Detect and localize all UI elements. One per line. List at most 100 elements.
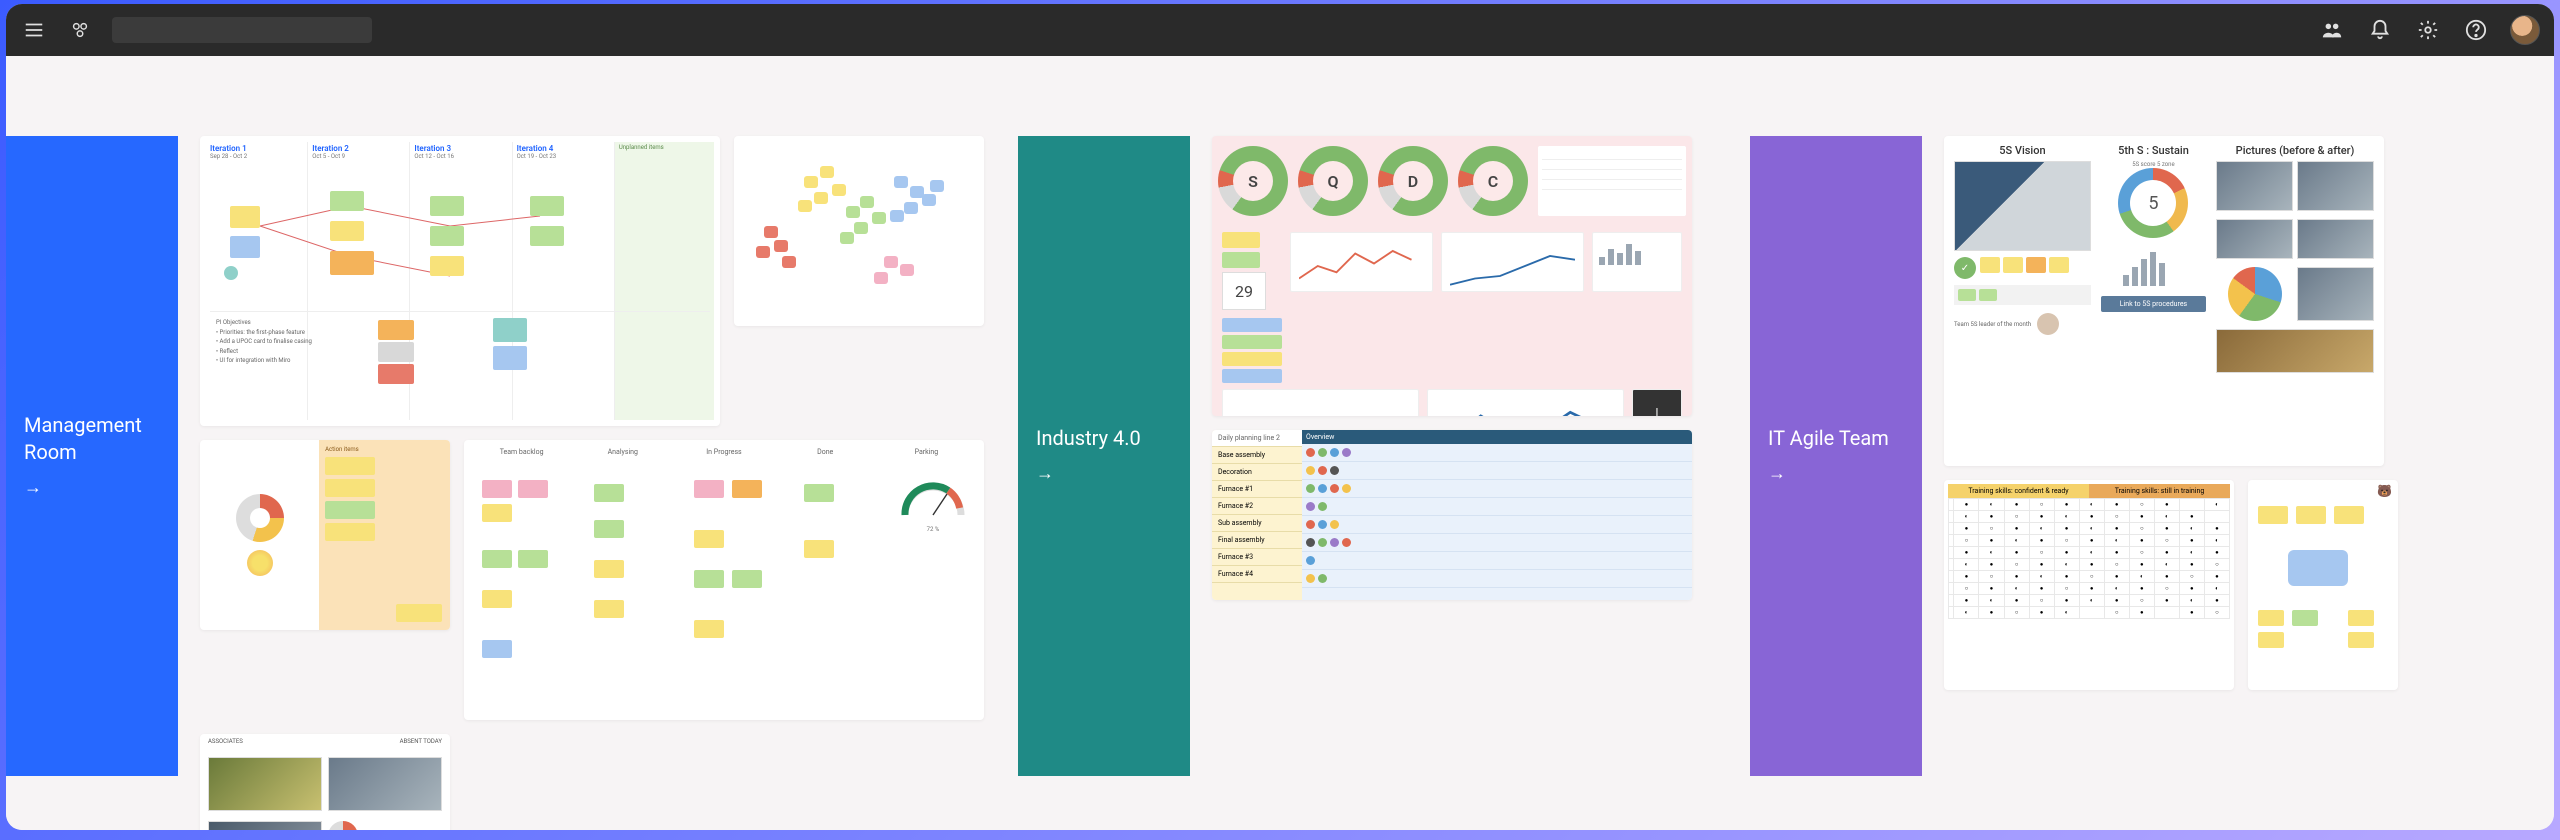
app-frame: Management Room → Iteration 1Sep 28 - Oc… xyxy=(6,4,2554,830)
sticky xyxy=(230,206,260,228)
plan-title: Daily planning line 2 xyxy=(1212,430,1302,447)
label: ASSOCIATES xyxy=(208,738,243,745)
check-icon: ✓ xyxy=(1954,257,1976,279)
photo xyxy=(2297,219,2374,259)
sticky xyxy=(430,256,464,276)
plan-row-label: Furnace #1 xyxy=(1212,481,1302,498)
sticky xyxy=(224,266,238,280)
board-cluster-map[interactable] xyxy=(734,136,984,326)
col-head: Team backlog xyxy=(472,448,571,466)
gauge-chart xyxy=(898,480,968,522)
skill-table: ●◐●○●◐●○●◐ ◐●○●◐●○●◐● ●○●◐●◐●○●◐● ○●◐●○●… xyxy=(1948,498,2230,619)
matrix-title: Training skills: still in training xyxy=(2089,484,2230,498)
trend-chart xyxy=(1427,389,1624,416)
sticky xyxy=(530,226,564,246)
sticky xyxy=(330,251,374,275)
arrow-icon: → xyxy=(1768,462,1904,486)
matrix-title: Training skills: confident & ready xyxy=(1948,484,2089,498)
big-number: 29 xyxy=(1222,272,1266,310)
plan-row-label: Furnace #3 xyxy=(1212,549,1302,566)
plan-row-label: Furnace #2 xyxy=(1212,498,1302,515)
pie-chart xyxy=(2228,267,2282,321)
avatar xyxy=(2037,313,2059,335)
photo xyxy=(2216,161,2293,211)
gear-icon[interactable] xyxy=(2414,16,2442,44)
people-icon[interactable] xyxy=(2318,16,2346,44)
col-head: Iteration 1 xyxy=(210,144,301,153)
donut-c: C xyxy=(1458,146,1528,216)
plan-row-label: Sub assembly xyxy=(1212,515,1302,532)
board-planning[interactable]: Daily planning line 2 Base assembly Deco… xyxy=(1212,430,1692,600)
col-head: Analysing xyxy=(573,448,672,466)
gauge-value: 72 % xyxy=(898,526,968,533)
pie-icon xyxy=(328,821,358,830)
photo xyxy=(2216,329,2374,373)
board-team[interactable]: ASSOCIATES ABSENT TODAY xyxy=(200,734,450,830)
col-head: Unplanned items xyxy=(619,144,710,151)
plan-row-label: Final assembly xyxy=(1212,532,1302,549)
photo xyxy=(2216,219,2293,259)
photo xyxy=(2297,161,2374,211)
arrow-icon: → xyxy=(24,476,160,500)
plan-row-label: Decoration xyxy=(1212,464,1302,481)
app-logo-icon[interactable] xyxy=(66,16,94,44)
plan-row-label: Base assembly xyxy=(1212,447,1302,464)
col-title: Pictures (before & after) xyxy=(2216,144,2374,157)
plan-hdr: Overview xyxy=(1302,430,1692,444)
donut-s: S xyxy=(1218,146,1288,216)
col-head: Iteration 3 xyxy=(414,144,505,153)
search-field[interactable] xyxy=(122,23,362,38)
link-button[interactable]: Link to 5S procedures xyxy=(2101,296,2206,312)
section-management: Management Room → Iteration 1Sep 28 - Oc… xyxy=(6,136,1018,776)
sticky xyxy=(430,226,464,246)
help-icon[interactable] xyxy=(2462,16,2490,44)
board-5s[interactable]: 5S Vision ✓ xyxy=(1944,136,2384,466)
label: 5S score 5 zone xyxy=(2101,161,2206,168)
arrow-icon: → xyxy=(1036,462,1172,486)
avatar[interactable] xyxy=(2510,15,2540,45)
board-flow[interactable]: 🐻 xyxy=(2248,480,2398,690)
section-it: IT Agile Team → 5S Vision ✓ xyxy=(1750,136,2554,776)
section-label-industry[interactable]: Industry 4.0 → xyxy=(1018,136,1190,776)
workspace: Management Room → Iteration 1Sep 28 - Oc… xyxy=(6,56,2554,830)
menu-icon[interactable] xyxy=(20,16,48,44)
section-label-management[interactable]: Management Room → xyxy=(6,136,178,776)
col-head: In Progress xyxy=(674,448,773,466)
section-title: Management Room xyxy=(24,412,160,466)
photo xyxy=(328,757,442,811)
sticky xyxy=(330,191,364,211)
col-head: Parking xyxy=(877,448,976,466)
plan-row-label: Furnace #4 xyxy=(1212,566,1302,583)
donut-q: Q xyxy=(1298,146,1368,216)
board-ideas[interactable]: Action items xyxy=(200,440,450,630)
mini-panel xyxy=(1954,285,2091,305)
board-iterations[interactable]: Iteration 1Sep 28 - Oct 2 Iteration 2Oct… xyxy=(200,136,720,426)
col-title: 5th S : Sustain xyxy=(2101,144,2206,157)
section-industry: Industry 4.0 → S Q D C xyxy=(1018,136,1750,776)
caption: Team 5S leader of the month xyxy=(1954,321,2031,328)
search-input[interactable] xyxy=(112,17,372,43)
sticky xyxy=(330,221,364,241)
photo xyxy=(1954,161,2091,251)
col-title: Action items xyxy=(325,446,444,453)
donut-chart xyxy=(236,494,284,542)
col-head: Done xyxy=(776,448,875,466)
board-skill-matrix[interactable]: Training skills: confident & ready Train… xyxy=(1944,480,2234,690)
section-label-it[interactable]: IT Agile Team → xyxy=(1750,136,1922,776)
board-sqdc[interactable]: S Q D C xyxy=(1212,136,1692,416)
bell-icon[interactable] xyxy=(2366,16,2394,44)
topbar xyxy=(6,4,2554,56)
board-kanban-swim[interactable]: Team backlog Analysing In Progress Done … xyxy=(464,440,984,720)
col-title: 5S Vision xyxy=(1954,144,2091,157)
gauge-5s xyxy=(2118,168,2188,238)
sticky xyxy=(530,196,564,216)
counter: | xyxy=(1632,389,1682,416)
sticky xyxy=(230,236,260,258)
sticky xyxy=(430,196,464,216)
section-title: IT Agile Team xyxy=(1768,425,1904,452)
sqdc-list xyxy=(1538,146,1686,216)
col-head: Iteration 2 xyxy=(312,144,403,153)
trend-chart xyxy=(1222,389,1419,416)
objectives: PI Objectives• Priorities: the first-pha… xyxy=(210,312,370,392)
photo xyxy=(2297,267,2374,321)
